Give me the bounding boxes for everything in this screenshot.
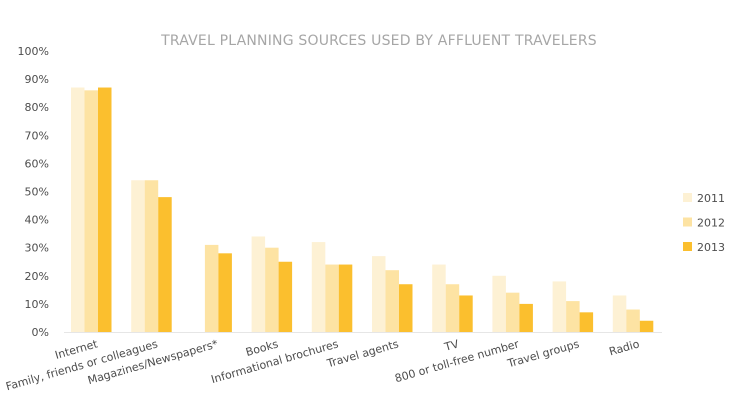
bar-2012 [385, 270, 399, 332]
legend-swatch [683, 242, 692, 251]
legend-label: 2011 [697, 192, 725, 205]
y-tick-label: 40% [25, 214, 49, 227]
bar-2012 [265, 247, 279, 332]
bar-2013 [218, 253, 232, 332]
chart-title: TRAVEL PLANNING SOURCES USED BY AFFLUENT… [160, 33, 597, 49]
bar-2013 [639, 320, 654, 332]
bar-2012 [505, 292, 520, 332]
bar-2012 [84, 90, 98, 332]
y-tick-label: 80% [25, 101, 49, 114]
y-axis: 0% 10% 20% 30% 40% 50% 60% 70% 80% 90% 100% [18, 45, 662, 339]
bar-2011 [552, 281, 567, 332]
bars [71, 87, 654, 332]
bar-2011 [612, 295, 627, 332]
bar-2012 [626, 309, 640, 332]
bar-2013 [519, 303, 533, 332]
y-tick-label: 100% [18, 45, 49, 58]
bar-2011 [372, 256, 386, 332]
y-tick-label: 90% [25, 73, 49, 86]
x-tick-label: TV [442, 337, 461, 354]
bar-2012 [204, 244, 219, 332]
bar-2011 [311, 242, 326, 332]
y-tick-label: 60% [25, 157, 49, 170]
y-tick-label: 20% [25, 270, 49, 283]
bar-2013 [579, 312, 594, 332]
y-tick-label: 70% [25, 129, 49, 142]
bar-2013 [158, 197, 172, 332]
bar-2011 [251, 236, 266, 332]
legend-label: 2012 [697, 217, 725, 230]
bar-2013 [98, 87, 112, 332]
y-tick-label: 0% [32, 326, 49, 339]
legend: 2011 2012 2013 [683, 192, 725, 254]
y-tick-label: 50% [25, 186, 49, 199]
bar-2011 [432, 264, 446, 332]
bar-2011 [71, 87, 85, 332]
bar-2012 [325, 264, 339, 332]
bar-2013 [338, 264, 353, 332]
bar-2013 [399, 284, 413, 332]
bar-2012 [144, 180, 159, 332]
bar-2013 [459, 295, 473, 332]
x-tick-label: Radio [608, 337, 642, 358]
bar-2011 [131, 180, 145, 332]
legend-swatch [683, 217, 692, 227]
bar-2013 [278, 261, 293, 332]
bar-2011 [492, 275, 506, 332]
y-tick-label: 30% [25, 242, 49, 255]
legend-label: 2013 [697, 241, 725, 254]
y-tick-label: 10% [25, 298, 49, 311]
bar-2012 [445, 284, 460, 332]
legend-swatch [683, 193, 692, 202]
bar-2012 [566, 301, 580, 332]
